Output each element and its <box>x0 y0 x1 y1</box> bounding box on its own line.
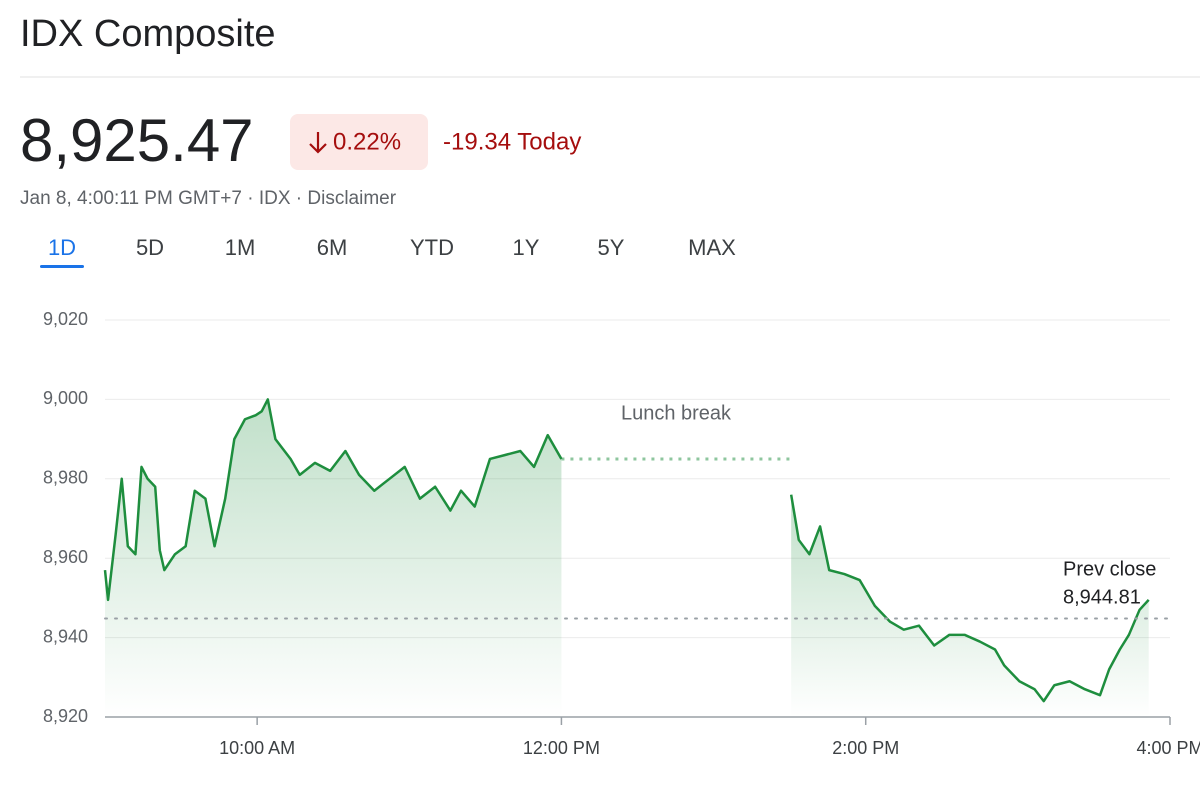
change-today: -19.34 Today <box>443 128 581 155</box>
range-tab[interactable]: 6M <box>317 235 348 260</box>
price-line <box>103 398 1150 703</box>
chart: 8,920 8,940 8,960 8,980 9,000 9,020 10:00 AM 12… <box>43 309 1200 758</box>
x-tick-label: 2:00 PM <box>832 738 899 758</box>
range-tabs: 1D 5D 1M 6M YTD 1Y 5Y MAX <box>40 235 736 268</box>
range-tab[interactable]: 1D <box>48 235 76 260</box>
x-tick-label: 10:00 AM <box>219 738 295 758</box>
range-tab[interactable]: 5D <box>136 235 164 260</box>
title: IDX Composite <box>20 13 276 55</box>
range-tab[interactable]: MAX <box>688 235 736 260</box>
price: 8,925.47 <box>20 107 254 174</box>
change-badge <box>290 114 428 170</box>
x-tick-label: 4:00 PM <box>1136 738 1200 758</box>
y-tick-label: 8,980 <box>43 468 88 488</box>
down-arrow-icon <box>309 132 327 154</box>
y-tick-label: 8,960 <box>43 547 88 567</box>
range-tab[interactable]: 5Y <box>598 235 625 260</box>
y-tick-label: 8,940 <box>43 626 88 646</box>
y-tick-label: 8,920 <box>43 706 88 726</box>
range-tab[interactable]: YTD <box>410 235 454 260</box>
change-percent: 0.22% <box>333 128 401 155</box>
range-tab[interactable]: 1M <box>225 235 256 260</box>
range-tab[interactable]: 1Y <box>513 235 540 260</box>
prev-close-label: Prev close <box>1063 558 1156 580</box>
area-fill <box>105 399 562 717</box>
y-tick-label: 9,000 <box>43 388 88 408</box>
area-fill <box>791 494 1149 717</box>
subtitle: Jan 8, 4:00:11 PM GMT+7 · IDX · Disclaim… <box>20 188 397 209</box>
x-tick-label: 12:00 PM <box>523 738 600 758</box>
prev-close-value: 8,944.81 <box>1063 586 1141 608</box>
lunch-break-label: Lunch break <box>621 402 732 424</box>
y-tick-label: 9,020 <box>43 309 88 329</box>
selected-tab-underline <box>40 265 84 268</box>
